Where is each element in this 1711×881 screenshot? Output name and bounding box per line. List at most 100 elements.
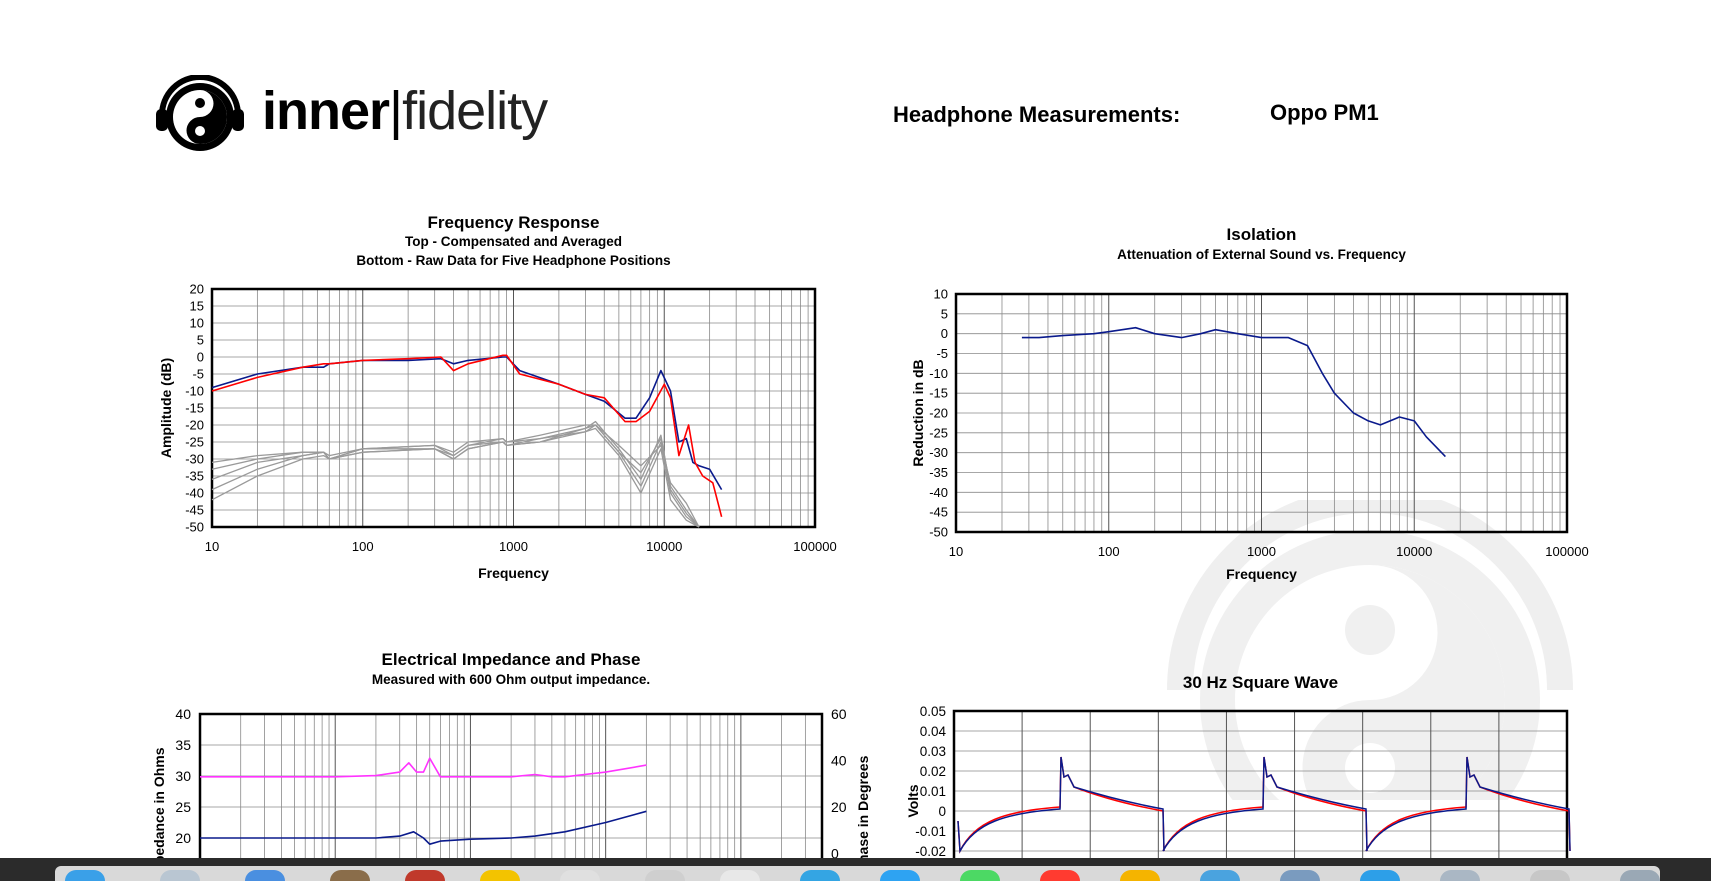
y-tick-label: 20 (190, 282, 204, 297)
dock-app-icon[interactable] (645, 870, 685, 881)
y-tick-label: 10 (190, 316, 204, 331)
dock-app-icon[interactable] (1530, 870, 1570, 881)
y-tick-label: 0.05 (920, 704, 946, 719)
y-tick-label: -50 (929, 525, 948, 540)
y-tick-label: 35 (175, 737, 191, 753)
y2-tick-label: 60 (831, 706, 847, 722)
y-tick-label: -25 (929, 425, 948, 440)
x-tick-label: 10000 (646, 539, 682, 554)
plot-frame (210, 287, 817, 529)
x-tick-label: 100 (352, 539, 374, 554)
x-tick-label: 10 (205, 539, 219, 554)
dock-app-icon[interactable] (1440, 870, 1480, 881)
series-line-blue (211, 356, 723, 491)
yin-yang-headphone-icon (156, 75, 244, 151)
dock-app-icon[interactable] (1360, 870, 1400, 881)
y-tick-label: -0.01 (915, 824, 946, 839)
y-tick-label: 0.04 (920, 724, 947, 739)
x-tick-label: 100 (1098, 544, 1120, 559)
plot-frame (198, 712, 824, 858)
series-line-gray (211, 420, 700, 528)
y-tick-label: -30 (929, 445, 948, 460)
dock-app-icon[interactable] (880, 870, 920, 881)
innerfidelity-logo: inner|fidelity (150, 75, 570, 155)
dock-app-icon[interactable] (560, 870, 600, 881)
y-tick-label: -20 (185, 418, 204, 433)
x-tick-label: 10 (949, 544, 963, 559)
y2-tick-label: 20 (831, 799, 847, 815)
series-line-magenta (200, 757, 647, 778)
plot-frame (954, 292, 1569, 534)
y-tick-label: 5 (941, 306, 948, 321)
series-line-blue (1021, 326, 1446, 458)
dock-app-icon[interactable] (720, 870, 760, 881)
dock-app-icon[interactable] (1280, 870, 1320, 881)
y-tick-label: 5 (197, 333, 204, 348)
series-line-blue (200, 810, 647, 846)
y2-axis-label: Phase in Degrees (855, 755, 871, 872)
y-tick-label: 0 (197, 350, 204, 365)
chart-subtitle: Top - Compensated and Averaged (405, 234, 622, 249)
header-label: Headphone Measurements: (893, 102, 1181, 127)
y2-tick-label: 40 (831, 753, 847, 769)
y-tick-label: -20 (929, 406, 948, 421)
series-line-gray (211, 424, 700, 528)
dock-app-icon[interactable] (1620, 870, 1660, 881)
y-tick-label: 15 (190, 299, 204, 314)
y-tick-label: 0 (941, 326, 948, 341)
chart-title: Frequency Response (428, 213, 600, 232)
y-axis-label: Volts (905, 784, 921, 817)
x-tick-label: 100000 (793, 539, 836, 554)
y-tick-label: 10 (934, 287, 948, 302)
y-tick-label: -15 (929, 386, 948, 401)
brand-rest: fidelity (402, 81, 548, 141)
dock-app-icon[interactable] (160, 870, 200, 881)
y-tick-label: 0.02 (920, 764, 946, 779)
y-tick-label: -25 (185, 435, 204, 450)
chart-subtitle: Attenuation of External Sound vs. Freque… (1117, 247, 1406, 262)
series-line-gray (211, 424, 700, 528)
x-axis-label: Frequency (478, 565, 549, 581)
y-tick-label: -45 (929, 505, 948, 520)
dock-app-icon[interactable] (330, 870, 370, 881)
dock-app-icon[interactable] (65, 870, 105, 881)
y-tick-label: -35 (185, 469, 204, 484)
y-tick-label: 20 (175, 830, 191, 846)
dock-app-icon[interactable] (1040, 870, 1080, 881)
brand-separator: | (389, 81, 403, 141)
y-tick-label: -30 (185, 452, 204, 467)
y-tick-label: -45 (185, 503, 204, 518)
chart-title: Isolation (1227, 225, 1297, 244)
dock-app-icon[interactable] (1120, 870, 1160, 881)
dock-app-icon[interactable] (800, 870, 840, 881)
y-tick-label: -10 (929, 366, 948, 381)
y-tick-label: -50 (185, 520, 204, 535)
y-tick-label: -40 (185, 486, 204, 501)
dock-app-icon[interactable] (405, 870, 445, 881)
y-axis-label: Reduction in dB (910, 359, 926, 466)
chart-subtitle: Measured with 600 Ohm output impedance. (372, 672, 650, 687)
y-tick-label: -40 (929, 485, 948, 500)
y-tick-label: 0 (938, 804, 946, 819)
watermark-yin-yang-icon (1167, 500, 1573, 800)
dock-app-icon[interactable] (960, 870, 1000, 881)
dock-app-icon[interactable] (245, 870, 285, 881)
y-tick-label: -5 (192, 367, 204, 382)
dock-shelf (55, 866, 1660, 881)
series-line-gray (211, 427, 700, 528)
y-tick-label: -15 (185, 401, 204, 416)
y-tick-label: 0.01 (920, 784, 946, 799)
brand-name: inner|fidelity (262, 79, 548, 143)
dock-app-icon[interactable] (480, 870, 520, 881)
y-tick-label: -10 (185, 384, 204, 399)
brand-bold: inner (262, 81, 390, 141)
dock-app-icon[interactable] (1200, 870, 1240, 881)
series-line-gray (211, 424, 700, 528)
y-tick-label: 30 (175, 768, 191, 784)
header-model: Oppo PM1 (1270, 100, 1379, 125)
chart-title: Electrical Impedance and Phase (382, 650, 641, 669)
y-tick-label: 40 (175, 706, 191, 722)
y-tick-label: -0.02 (915, 844, 946, 859)
y-tick-label: -5 (936, 346, 948, 361)
y-tick-label: 25 (175, 799, 191, 815)
